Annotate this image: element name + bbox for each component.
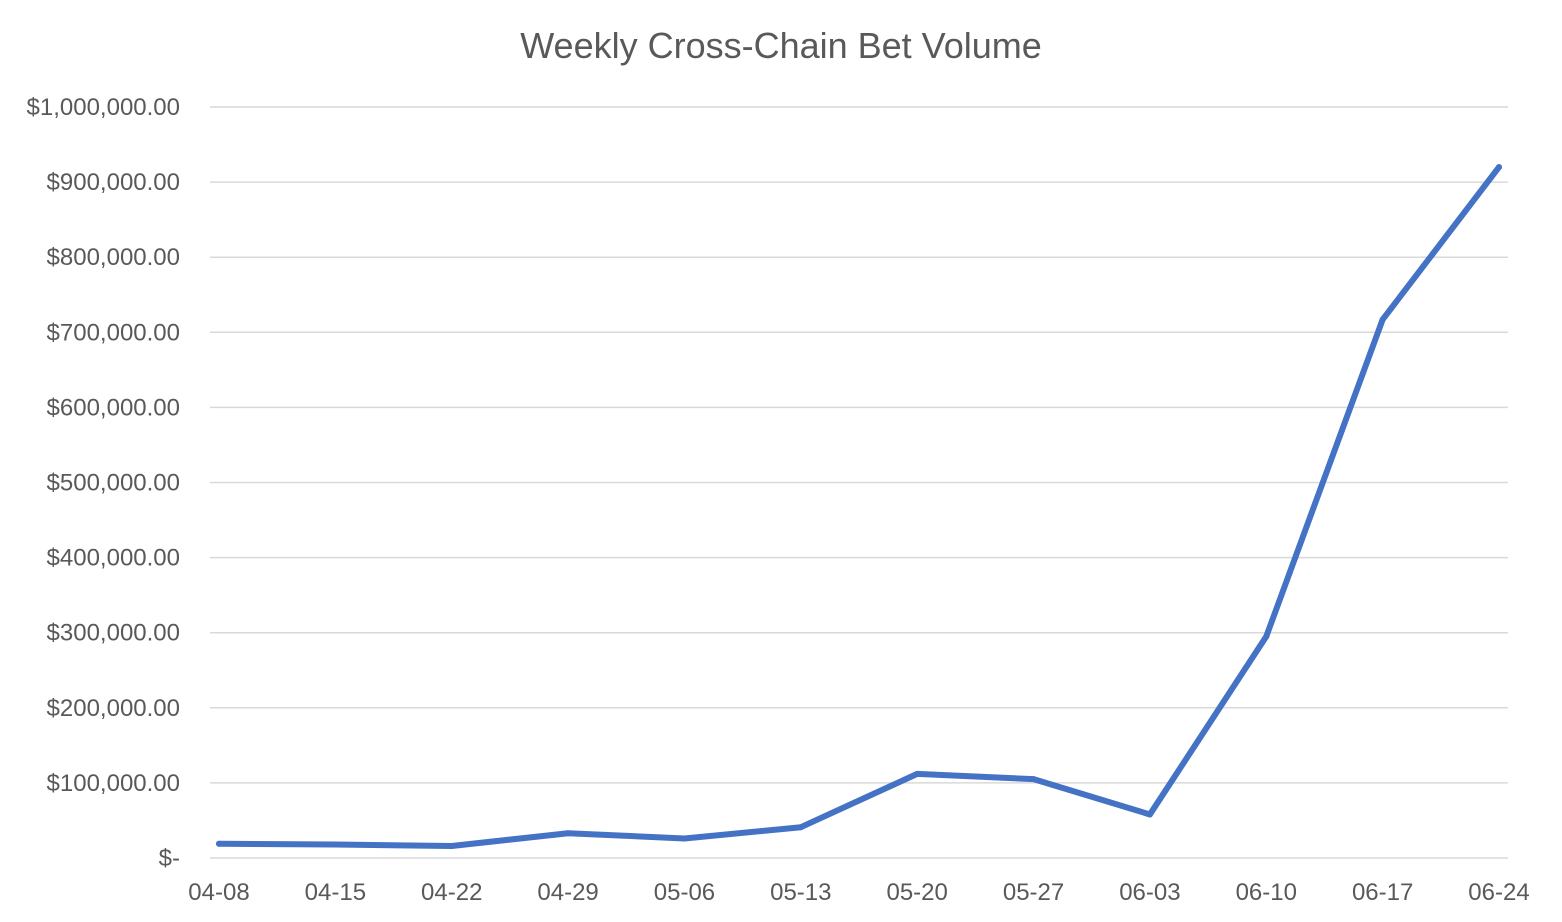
y-tick-label: $100,000.00	[47, 770, 180, 797]
x-tick-label: 04-15	[305, 879, 366, 906]
data-point	[565, 830, 572, 837]
y-axis: $- $100,000.00 $200,000.00 $300,000.00 $400,…	[27, 94, 180, 872]
x-tick-label: 04-22	[421, 879, 482, 906]
x-tick-label: 05-13	[770, 879, 831, 906]
x-axis: 04-08 04-15 04-22 04-29 05-06 05-13 05-20 05-27…	[188, 879, 1529, 906]
y-tick-label: $300,000.00	[47, 620, 180, 647]
data-point	[1263, 633, 1270, 640]
x-tick-label: 05-06	[654, 879, 715, 906]
data-point	[1030, 776, 1037, 783]
x-tick-label: 06-24	[1468, 879, 1529, 906]
x-tick-label: 04-29	[537, 879, 598, 906]
series-layer	[216, 164, 1502, 849]
data-point	[797, 824, 804, 831]
y-tick-label: $900,000.00	[47, 169, 180, 196]
x-tick-label: 05-20	[886, 879, 947, 906]
y-tick-label: $500,000.00	[47, 470, 180, 497]
data-point	[681, 835, 688, 842]
y-tick-label: $1,000,000.00	[27, 94, 180, 121]
data-point	[216, 840, 222, 847]
y-tick-label: $200,000.00	[47, 695, 180, 722]
y-tick-label: $-	[159, 845, 180, 872]
x-tick-label: 06-17	[1352, 879, 1413, 906]
data-point	[448, 842, 455, 849]
x-tick-label: 06-10	[1236, 879, 1297, 906]
y-tick-label: $400,000.00	[47, 545, 180, 572]
data-point	[1146, 811, 1153, 818]
data-point	[332, 841, 339, 848]
y-tick-label: $800,000.00	[47, 244, 180, 271]
y-tick-label: $700,000.00	[47, 319, 180, 346]
data-point	[914, 770, 921, 777]
data-point	[1496, 164, 1502, 171]
data-point	[1379, 316, 1386, 323]
y-tick-label: $600,000.00	[47, 394, 180, 421]
x-tick-label: 06-03	[1119, 879, 1180, 906]
x-tick-label: 05-27	[1003, 879, 1064, 906]
gridlines	[210, 106, 1508, 859]
series-line	[216, 164, 1502, 849]
chart-title: Weekly Cross-Chain Bet Volume	[520, 25, 1042, 66]
x-tick-label: 04-08	[188, 879, 249, 906]
